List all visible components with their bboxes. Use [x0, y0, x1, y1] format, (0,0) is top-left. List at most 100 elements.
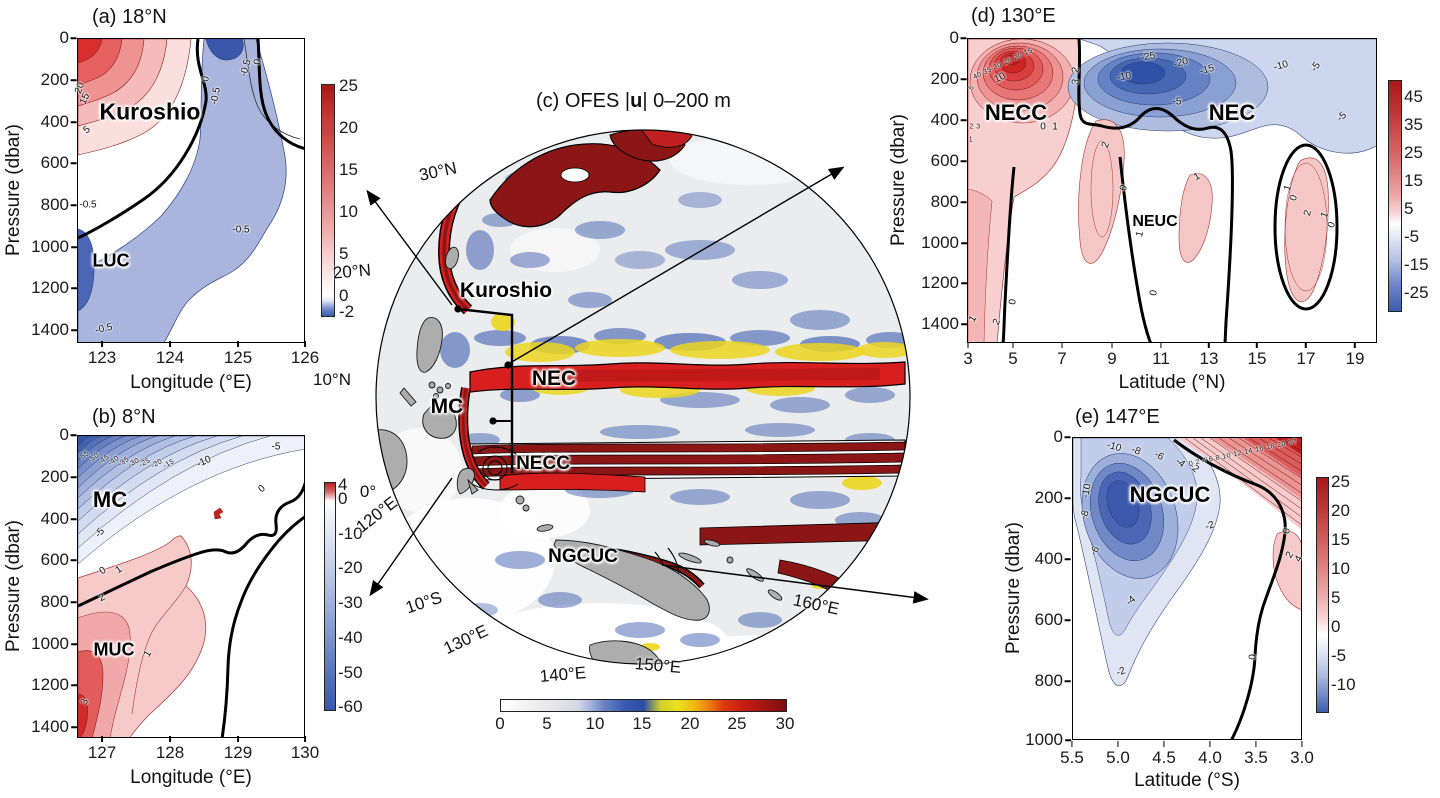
tick-label: 15 [1247, 349, 1267, 368]
colorbar-tick: -5 [1404, 227, 1420, 246]
colorbar-tick: 15 [339, 160, 358, 179]
colorbar-tick: 0 [495, 714, 505, 733]
tick-label: 128 [155, 743, 185, 762]
tick-label: 800 [930, 192, 959, 211]
tick-label: 600 [930, 151, 959, 170]
colorbar-tick: -10 [338, 524, 363, 543]
tick-label: 400 [40, 509, 69, 528]
colorbar-tick: 15 [1331, 530, 1350, 549]
current-label: MUC [93, 639, 135, 660]
tick-label: 1400 [31, 320, 69, 339]
tick-label: 3 [963, 349, 973, 368]
geo-label: 10°N [313, 370, 351, 389]
tick-label: 200 [930, 69, 959, 88]
panel-b-contours [78, 436, 304, 737]
geo-label: 140°E [538, 663, 587, 686]
tick-label: 0 [949, 28, 959, 47]
tick-label: 1000 [31, 634, 69, 653]
current-label: NEC [531, 367, 577, 390]
arrow-to-panel-e [661, 564, 929, 604]
colorbar-tick: 5 [1331, 588, 1341, 607]
current-label: NECC [984, 100, 1048, 125]
colorbar-tick: 25 [1331, 472, 1350, 491]
panel-a-contours [78, 39, 304, 342]
colorbar-tick: -15 [1404, 255, 1429, 274]
tick-label: 127 [87, 743, 117, 762]
tick-label: 3.5 [1244, 748, 1268, 767]
arrow-to-panel-a [366, 189, 453, 306]
panel-c-colorbar [500, 699, 787, 712]
current-label: NGCUC [1129, 482, 1211, 507]
colorbar-tick: 0 [339, 286, 349, 305]
tick-label: 0 [59, 425, 69, 444]
colorbar-tick: -5 [1331, 646, 1347, 665]
panel-e-contours [1073, 438, 1301, 739]
tick-label: 0 [1053, 427, 1063, 446]
tick-label: 17 [1296, 349, 1316, 368]
colorbar-tick: 45 [1404, 87, 1423, 106]
tick-label: 5.0 [1106, 748, 1130, 767]
tick-label: 200 [40, 70, 69, 89]
colorbar-tick: 4 [338, 475, 348, 494]
geo-label: 20°N [332, 260, 372, 283]
tick-label: 1200 [31, 675, 69, 694]
panel-d-contours [968, 39, 1376, 342]
tick-label: 200 [40, 467, 69, 486]
contour-label: -5 [1172, 96, 1182, 108]
panel-a-title: (a) 18°N [92, 6, 167, 28]
colorbar-tick: 10 [1331, 559, 1350, 578]
panel-d-ylabel: Pressure (dbar) [888, 114, 909, 246]
panel-d-xlabel: Latitude (°N) [1118, 372, 1226, 393]
panel-b-colorbar [324, 482, 336, 711]
mc-ribbon [458, 387, 490, 490]
colorbar-tick: 25 [1404, 143, 1423, 162]
colorbar-tick: 5 [339, 244, 349, 263]
colorbar-tick: 10 [585, 714, 605, 733]
tick-label: 19 [1345, 349, 1365, 368]
contour-label: -5 [271, 441, 281, 453]
colorbar-tick: 30 [775, 714, 795, 733]
tick-label: 1400 [921, 314, 959, 333]
panel-d-plot [967, 38, 1377, 343]
contour-label: -0.5 [79, 199, 97, 211]
colorbar-tick: -40 [338, 628, 363, 647]
colorbar-tick: 15 [1404, 171, 1423, 190]
panel-a-plot [77, 38, 305, 343]
panel-e-ylabel: Pressure (dbar) [1003, 522, 1024, 654]
arrow-to-panel-b [369, 477, 453, 597]
tick-label: 11 [1152, 349, 1170, 368]
panel-c-title: (c) OFES |u| 0–200 m [536, 90, 731, 112]
current-label: MC [92, 487, 128, 512]
panel-d-title: (d) 130°E [971, 5, 1056, 27]
colorbar-tick: -20 [338, 558, 363, 577]
tick-label: 600 [1034, 610, 1063, 629]
tick-label: 124 [155, 348, 185, 367]
tick-label: 800 [40, 195, 69, 214]
colorbar-tick: -2 [339, 302, 355, 321]
tick-label: 3.0 [1290, 748, 1314, 767]
geo-label: 150°E [634, 654, 683, 677]
colorbar-tick: 20 [339, 118, 358, 137]
tick-label: 1000 [31, 237, 69, 256]
panel-e-colorbar [1316, 477, 1329, 713]
tick-label: 7 [1057, 349, 1067, 368]
colorbar-tick: -50 [338, 663, 363, 682]
tick-label: 0 [59, 28, 69, 47]
necc-south-red [499, 472, 646, 493]
tick-label: 1400 [31, 717, 69, 736]
tick-label: 126 [290, 348, 320, 367]
panel-b-plot [77, 435, 305, 738]
current-label: NEUC [1132, 213, 1178, 230]
panel-e-plot [1072, 437, 1302, 740]
callout-arrows [366, 166, 929, 604]
tick-label: 125 [223, 348, 253, 367]
tick-label: 400 [930, 110, 959, 129]
current-label: NECC [516, 453, 570, 474]
current-label: Kuroshio [459, 279, 553, 302]
tick-label: 129 [223, 743, 253, 762]
tick-label: 13 [1199, 349, 1219, 368]
tick-label: 4.5 [1152, 748, 1176, 767]
colorbar-tick: -60 [338, 697, 363, 716]
